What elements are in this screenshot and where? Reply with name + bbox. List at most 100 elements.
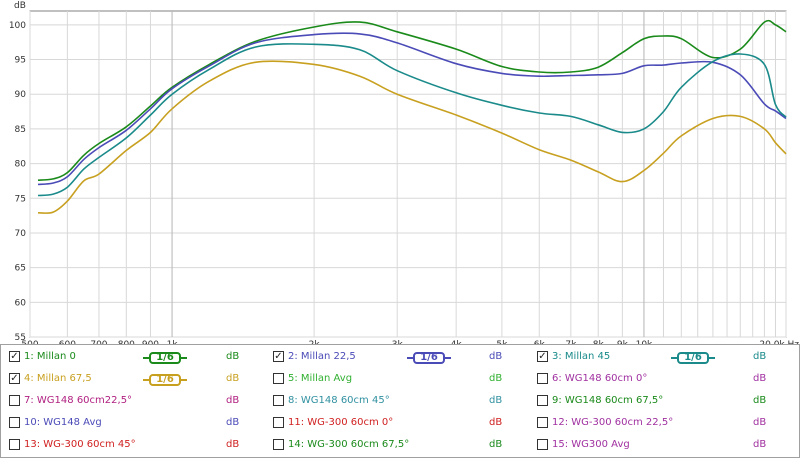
legend-checkbox[interactable] xyxy=(537,373,548,384)
legend-checkbox[interactable] xyxy=(9,395,20,406)
series-lines xyxy=(37,19,787,214)
smoothing-badge[interactable]: 1/6 xyxy=(671,352,715,364)
x-tick-label: 10k xyxy=(636,340,653,344)
smoothing-badge[interactable]: 1/6 xyxy=(143,352,187,364)
legend-item-wg-300-60cm-22-5[interactable]: 12: WG-300 60cm 22,5° xyxy=(537,417,673,428)
legend-name: Millan 45 xyxy=(564,351,611,362)
legend-checkbox[interactable]: ✓ xyxy=(537,350,548,362)
legend-item-wg148-avg[interactable]: 10: WG148 Avg xyxy=(9,417,102,428)
legend-name: WG148 60cm 45° xyxy=(300,395,390,406)
legend-unit: dB xyxy=(753,395,767,406)
legend-item-wg148-60cm-0[interactable]: 6: WG148 60cm 0° xyxy=(537,373,647,384)
y-tick-label: 75 xyxy=(15,194,26,204)
y-tick-label: 90 xyxy=(15,90,27,100)
legend-number: 5: xyxy=(288,373,298,384)
legend-name: WG-300 60cm 67,5° xyxy=(307,439,410,450)
legend-checkbox[interactable] xyxy=(9,439,20,450)
series-line-millan-45 xyxy=(37,43,787,197)
legend-label: 15: WG300 Avg xyxy=(552,439,630,450)
legend-unit: dB xyxy=(489,417,503,428)
legend-name: WG300 Avg xyxy=(571,439,630,450)
legend-checkbox[interactable] xyxy=(273,439,284,450)
y-tick-label: 100 xyxy=(9,21,26,31)
legend-name: Millan 67,5 xyxy=(36,373,92,384)
legend-item-millan-45[interactable]: ✓ 3: Millan 45 xyxy=(537,351,610,362)
legend-checkbox[interactable] xyxy=(273,373,284,384)
legend-label: 9: WG148 60cm 67,5° xyxy=(552,395,663,406)
legend-unit: dB xyxy=(226,439,240,450)
legend-number: 14: xyxy=(288,439,305,450)
smoothing-badge[interactable]: 1/6 xyxy=(143,374,187,386)
legend-name: WG148 60cm22,5° xyxy=(36,395,133,406)
legend-number: 4: xyxy=(24,373,34,384)
smoothing-badge[interactable]: 1/6 xyxy=(407,352,451,364)
legend-item-wg300-avg[interactable]: 15: WG300 Avg xyxy=(537,439,630,450)
legend-checkbox[interactable]: ✓ xyxy=(9,372,20,384)
legend-number: 2: xyxy=(288,351,298,362)
x-tick-label: 5k xyxy=(496,340,508,344)
legend-item-wg148-60cm22-5[interactable]: 7: WG148 60cm22,5° xyxy=(9,395,132,406)
legend-label: 2: Millan 22,5 xyxy=(288,351,356,362)
legend-name: WG148 60cm 0° xyxy=(564,373,648,384)
x-tick-label: 3k xyxy=(392,340,404,344)
legend-number: 15: xyxy=(552,439,569,450)
legend-item-millan-avg[interactable]: 5: Millan Avg xyxy=(273,373,352,384)
legend-unit: dB xyxy=(489,395,503,406)
legend-unit: dB xyxy=(226,395,240,406)
x-tick-label: 1k xyxy=(167,340,179,344)
legend-checkbox[interactable]: ✓ xyxy=(9,350,20,362)
legend-checkbox[interactable]: ✓ xyxy=(273,350,284,362)
y-tick-label: 80 xyxy=(15,160,27,170)
x-tick-label: 900 xyxy=(142,340,159,344)
x-tick-label: 700 xyxy=(90,340,107,344)
legend-checkbox[interactable] xyxy=(537,417,548,428)
legend-number: 11: xyxy=(288,417,305,428)
legend-checkbox[interactable] xyxy=(537,395,548,406)
legend-name: WG-300 60cm 22,5° xyxy=(571,417,674,428)
legend-unit: dB xyxy=(226,417,240,428)
legend-number: 7: xyxy=(24,395,34,406)
legend-checkbox[interactable] xyxy=(9,417,20,428)
x-tick-label: 500 xyxy=(21,340,38,344)
legend-label: 1: Millan 0 xyxy=(24,351,76,362)
legend-number: 13: xyxy=(24,439,41,450)
y-tick-label: 55 xyxy=(15,333,26,343)
legend-name: Millan Avg xyxy=(300,373,353,384)
legend-label: 14: WG-300 60cm 67,5° xyxy=(288,439,409,450)
legend-label: 13: WG-300 60cm 45° xyxy=(24,439,136,450)
legend-label: 10: WG148 Avg xyxy=(24,417,102,428)
legend-number: 10: xyxy=(24,417,41,428)
legend-item-millan-22-5[interactable]: ✓ 2: Millan 22,5 xyxy=(273,351,356,362)
legend-label: 6: WG148 60cm 0° xyxy=(552,373,647,384)
series-line-millan-0 xyxy=(37,19,787,181)
legend-item-wg-300-60cm-67-5[interactable]: 14: WG-300 60cm 67,5° xyxy=(273,439,409,450)
legend-name: Millan 0 xyxy=(36,351,76,362)
legend-number: 3: xyxy=(552,351,562,362)
legend-name: WG-300 60cm 0° xyxy=(307,417,394,428)
legend-number: 8: xyxy=(288,395,298,406)
legend-item-wg-300-60cm-45[interactable]: 13: WG-300 60cm 45° xyxy=(9,439,136,450)
x-tick-label: 2k xyxy=(309,340,321,344)
legend-unit: dB xyxy=(753,417,767,428)
legend-label: 8: WG148 60cm 45° xyxy=(288,395,390,406)
legend-number: 6: xyxy=(552,373,562,384)
legend-unit: dB xyxy=(226,373,240,384)
series-line-millan-22-5 xyxy=(37,32,787,186)
legend-number: 1: xyxy=(24,351,34,362)
x-tick-label: 9k xyxy=(617,340,629,344)
legend-item-millan-0[interactable]: ✓ 1: Millan 0 xyxy=(9,351,76,362)
legend-item-wg148-60cm-45[interactable]: 8: WG148 60cm 45° xyxy=(273,395,390,406)
legend-checkbox[interactable] xyxy=(537,439,548,450)
legend-name: WG148 60cm 67,5° xyxy=(564,395,664,406)
legend-item-millan-67-5[interactable]: ✓ 4: Millan 67,5 xyxy=(9,373,92,384)
legend-item-wg-300-60cm-0[interactable]: 11: WG-300 60cm 0° xyxy=(273,417,393,428)
legend-item-wg148-60cm-67-5[interactable]: 9: WG148 60cm 67,5° xyxy=(537,395,663,406)
grid xyxy=(29,11,787,338)
legend-unit: dB xyxy=(753,439,767,450)
legend-checkbox[interactable] xyxy=(273,417,284,428)
legend-panel: ✓ 1: Millan 0 1/6 dB ✓ 2: Millan 22,5 1/6 dB ✓ 3:… xyxy=(0,344,800,458)
legend-label: 3: Millan 45 xyxy=(552,351,610,362)
legend-name: WG148 Avg xyxy=(43,417,102,428)
legend-checkbox[interactable] xyxy=(273,395,284,406)
y-tick-label: 95 xyxy=(15,56,26,66)
